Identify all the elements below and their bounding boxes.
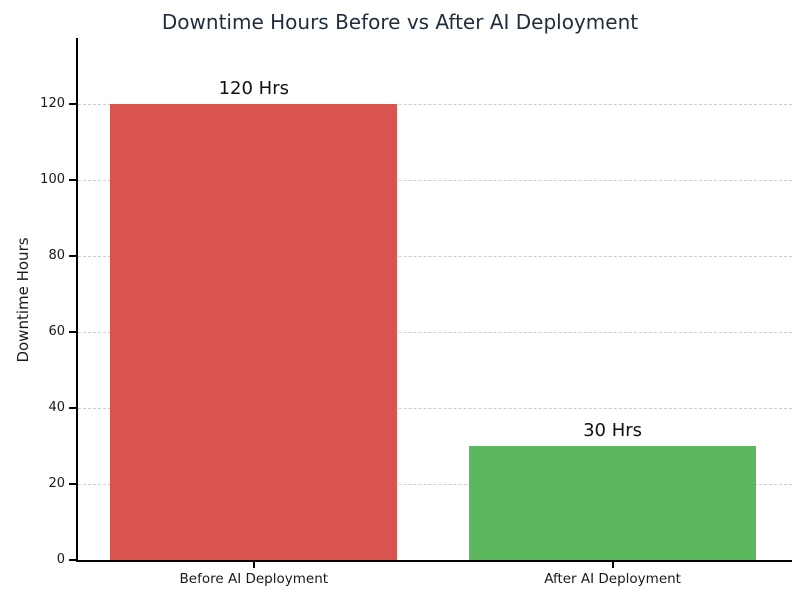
y-tick-mark-0 [69, 559, 76, 561]
gridline-20 [78, 483, 792, 485]
y-tick-label-20: 20 [48, 476, 65, 492]
x-tick-label-before-ai-deployment: Before AI Deployment [179, 571, 329, 587]
x-tick-label-after-ai-deployment: After AI Deployment [544, 571, 681, 587]
gridline-120 [78, 103, 792, 105]
bar-after-ai-deployment [469, 446, 757, 560]
gridline-80 [78, 255, 792, 257]
x-tick-mark-after-ai-deployment [611, 562, 614, 568]
y-tick-label-60: 60 [48, 324, 65, 340]
bar-before-ai-deployment [110, 104, 398, 560]
gridline-100 [78, 179, 792, 181]
bar-value-label-after-ai-deployment: 30 Hrs [583, 420, 643, 442]
y-tick-mark-80 [69, 255, 76, 258]
y-tick-mark-100 [69, 179, 76, 182]
y-tick-label-100: 100 [40, 172, 65, 188]
gridline-60 [78, 331, 792, 333]
bar-value-label-before-ai-deployment: 120 Hrs [218, 78, 289, 100]
y-tick-label-0: 0 [56, 552, 65, 567]
plot-area: 0 20 40 60 80 100 120 120 Hrs Before AI Deployme… [40, 38, 792, 587]
gridline-40 [78, 407, 792, 409]
y-tick-label-80: 80 [48, 248, 65, 264]
y-tick-mark-60 [69, 331, 76, 334]
y-tick-mark-20 [69, 483, 76, 486]
y-tick-label-40: 40 [48, 400, 65, 416]
y-tick-label-120: 120 [40, 96, 65, 112]
x-tick-mark-before-ai-deployment [252, 562, 255, 568]
y-tick-mark-40 [69, 407, 76, 410]
chart-title: Downtime Hours Before vs After AI Deploy… [161, 10, 639, 34]
y-tick-mark-120 [69, 103, 76, 106]
